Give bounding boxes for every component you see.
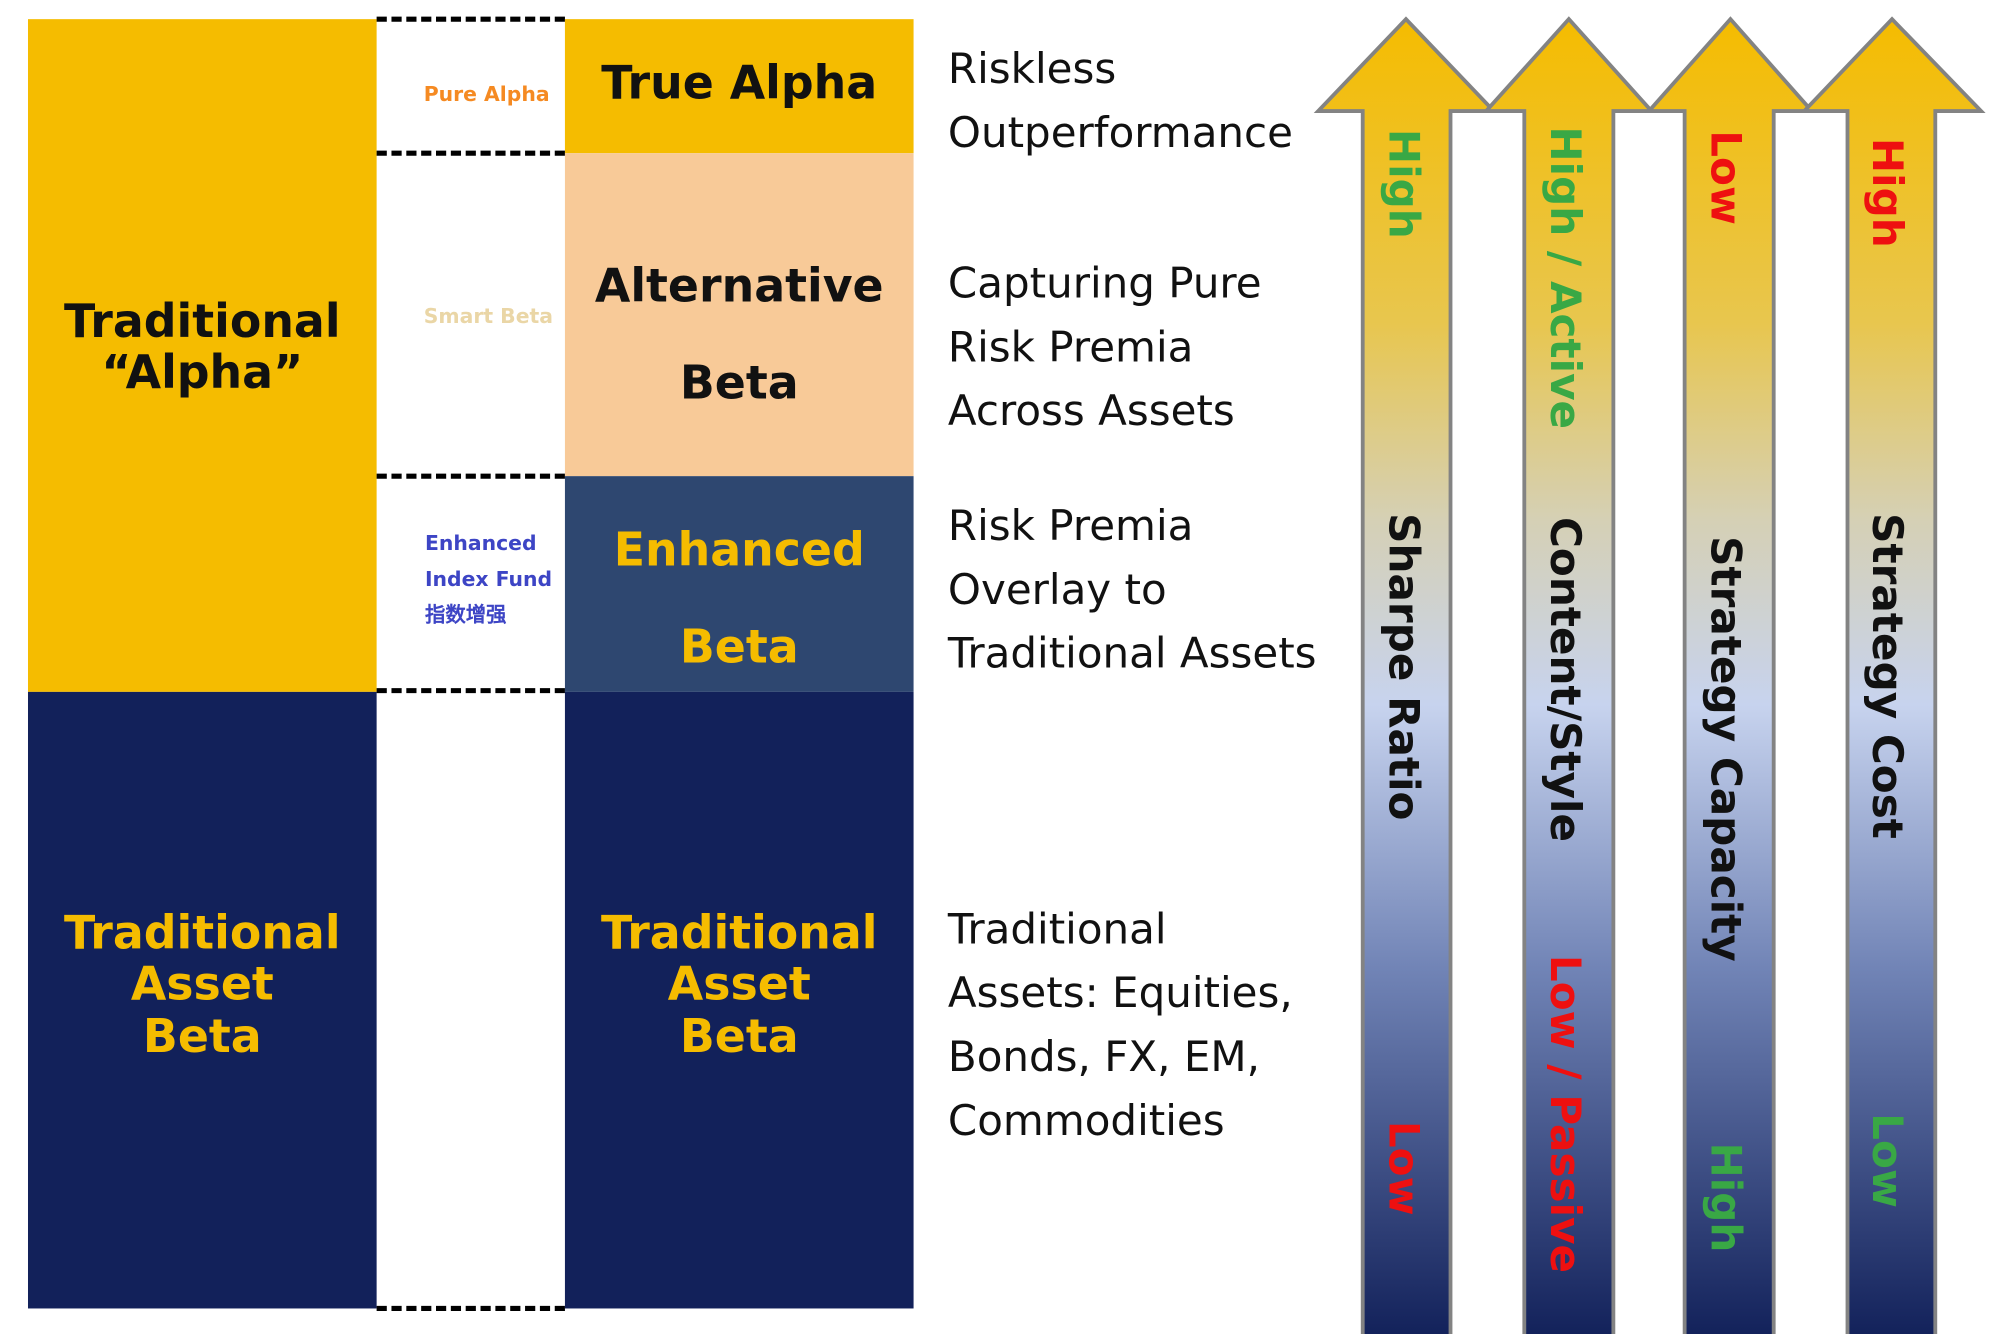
right-traditional-asset-beta-line1: Traditional [600,907,878,960]
strategy-capacity-high-label: High [1701,1142,1751,1253]
content-style-low-passive-label: Low / Passive [1540,954,1591,1274]
enhanced-beta-box: Enhanced Beta [564,476,914,692]
dashed-separator-bottom [376,1305,565,1312]
risk-premia-overlay-text: Risk Premia Overlay to Traditional Asset… [947,500,1317,678]
left-traditional-asset-beta-line3: Beta [142,1010,262,1063]
capturing-pure-risk-premia-text: Capturing Pure Risk Premia Across Assets [947,257,1262,436]
right-traditional-asset-beta-line3: Beta [679,1010,799,1063]
traditional-alpha-line1: Traditional [64,296,341,349]
pure-alpha-label: Pure Alpha [423,81,550,106]
alternative-beta-line2: Beta [679,357,799,410]
sharpe-ratio-label: Sharpe Ratio [1379,513,1429,821]
traditional-alpha-box: Traditional “Alpha” [27,19,377,692]
smart-beta-label: Smart Beta [423,303,553,329]
enhanced-index-fund-line3: 指数增强 [424,602,507,627]
strategy-cost-low-label: Low [1862,1113,1913,1208]
right-traditional-asset-beta-text: Traditional Asset Beta [565,907,914,1063]
left-traditional-asset-beta-box: Traditional Asset Beta [27,691,377,1309]
sharpe-ratio-low-label: Low [1379,1120,1429,1216]
alternative-beta-line1: Alternative [594,260,884,313]
left-traditional-asset-beta-line1: Traditional [64,907,341,960]
left-traditional-asset-beta-text: Traditional Asset Beta [28,907,377,1063]
strategy-cost-label: Strategy Cost [1862,513,1913,839]
right-traditional-asset-beta-box: Traditional Asset Beta [564,691,914,1309]
strategy-capacity-low-label: Low [1701,130,1751,225]
dashed-separator-pure-alpha [376,150,565,156]
dashed-separator-top [376,16,565,22]
content-style-high-active-label: High / Active [1540,126,1591,430]
riskless-outperformance-text: Riskless Outperformance [947,43,1293,158]
alternative-beta-box: Alternative Beta [564,153,914,477]
sharpe-ratio-high-label: High [1379,128,1429,239]
traditional-alpha-line2: “Alpha” [101,347,304,400]
enhanced-index-fund-line2: Index Fund [424,566,553,592]
enhanced-index-fund-label: Enhanced Index Fund 指数增强 [425,526,552,633]
strategy-capacity-label: Strategy Capacity [1701,536,1751,962]
true-alpha-label: True Alpha [601,57,878,110]
traditional-alpha-text: Traditional “Alpha” [28,296,377,400]
dashed-separator-smart-beta [376,473,565,479]
strategy-cost-high-label: High [1862,137,1913,248]
left-traditional-asset-beta-line2: Asset [130,959,274,1012]
true-alpha-box: True Alpha [564,19,914,154]
enhanced-beta-line2: Beta [679,621,799,675]
alternative-beta-text: Alternative Beta [565,239,914,433]
enhanced-beta-text: Enhanced Beta [565,503,914,697]
enhanced-beta-line1: Enhanced [613,524,865,578]
dashed-separator-enhanced [376,688,565,694]
traditional-assets-text: Traditional Assets: Equities, Bonds, FX,… [947,903,1293,1146]
content-style-label: Content/Style [1540,517,1591,843]
enhanced-index-fund-line1: Enhanced [424,531,537,556]
right-traditional-asset-beta-line2: Asset [667,959,811,1012]
